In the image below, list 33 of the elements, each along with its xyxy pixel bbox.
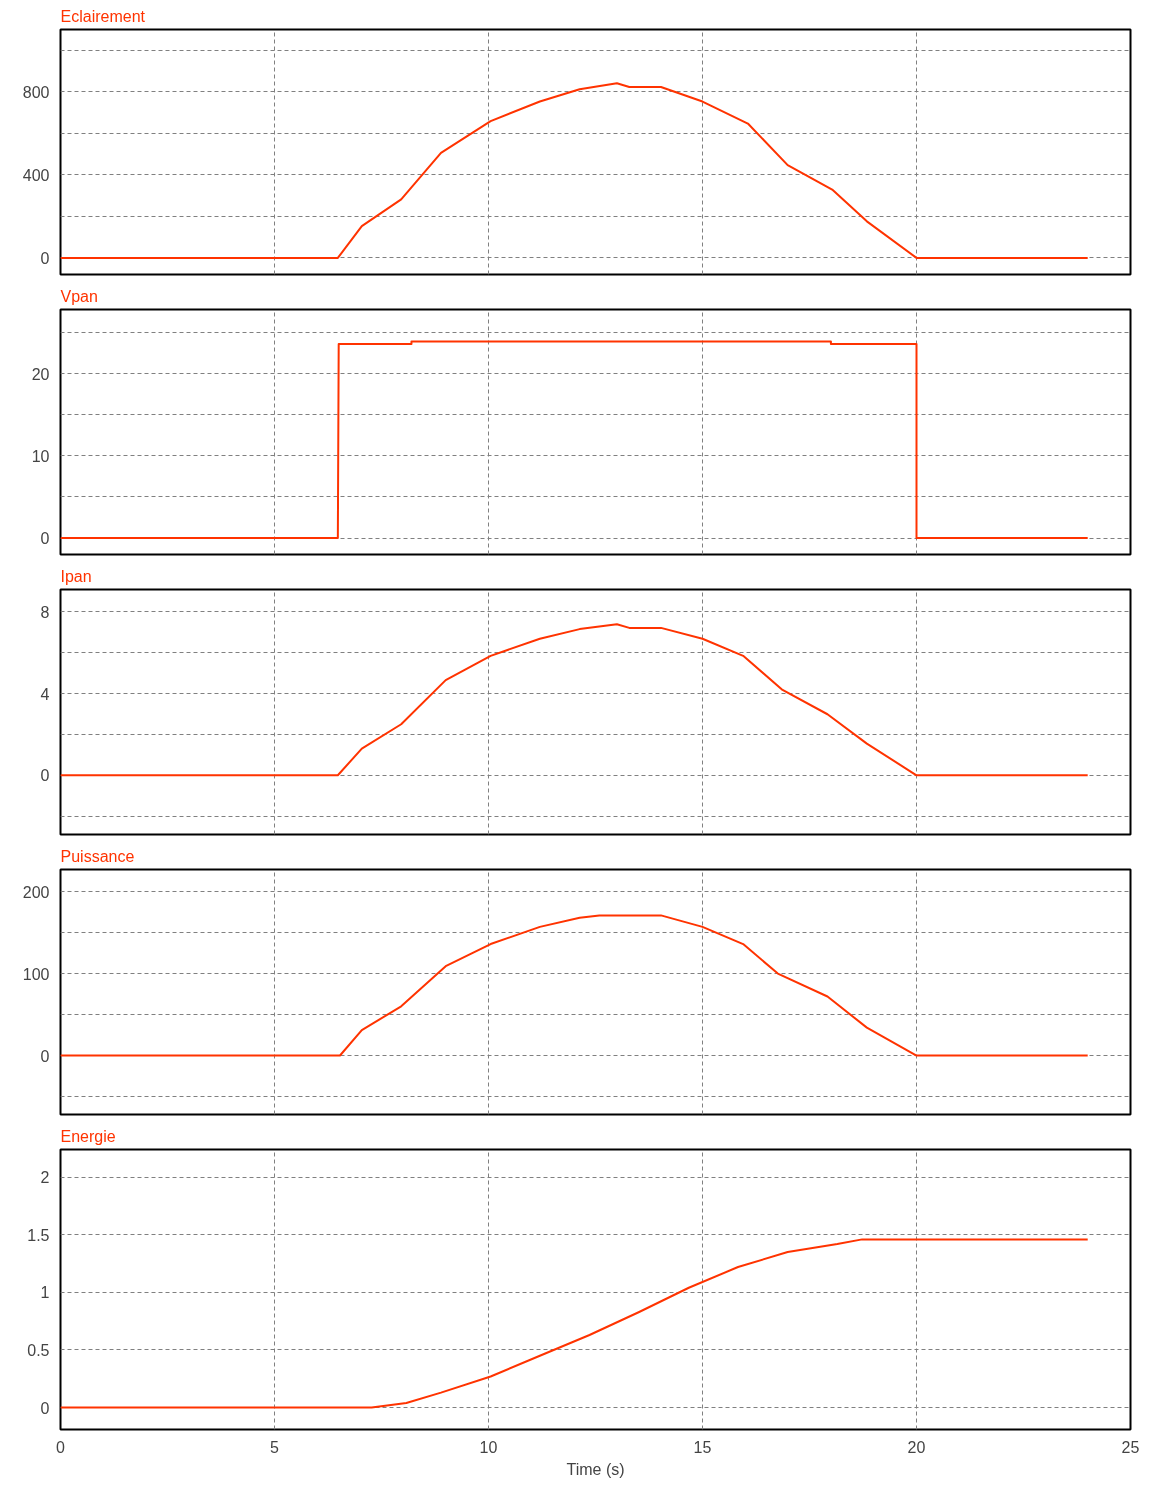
y-tick-label: 800 — [22, 83, 50, 101]
y-tick-label: 0 — [40, 767, 50, 785]
chart-title: Vpan — [60, 287, 98, 305]
chart-title: Puissance — [60, 847, 135, 865]
x-tick-label: 5 — [270, 1438, 280, 1456]
y-tick-label: 0 — [40, 1047, 50, 1065]
y-tick-label: 20 — [31, 365, 50, 383]
line-series — [60, 914, 1089, 1057]
y-tick-label: 0.5 — [27, 1341, 50, 1359]
y-tick-label: 1.5 — [27, 1226, 50, 1244]
y-tick-label: 1 — [40, 1284, 50, 1302]
y-tick-label: 0 — [40, 530, 50, 548]
line-series — [60, 82, 1089, 259]
x-tick-label: 25 — [1121, 1438, 1140, 1456]
line-series — [60, 623, 1089, 777]
x-tick-label: 15 — [693, 1438, 712, 1456]
x-tick-label: 20 — [907, 1438, 926, 1456]
y-tick-label: 0 — [40, 249, 50, 267]
y-tick-label: 0 — [40, 1399, 50, 1417]
y-tick-label: 100 — [22, 965, 50, 983]
y-tick-label: 200 — [22, 883, 50, 901]
line-series — [60, 1238, 1089, 1409]
chart-title: Ipan — [60, 567, 92, 585]
chart-title: Energie — [60, 1127, 116, 1145]
y-tick-label: 400 — [22, 166, 50, 184]
y-tick-label: 2 — [40, 1169, 50, 1187]
y-tick-label: 8 — [40, 603, 50, 621]
y-tick-label: 10 — [31, 447, 50, 465]
x-axis-title: Time (s) — [566, 1460, 625, 1478]
x-tick-label: 10 — [479, 1438, 498, 1456]
chart-title: Eclairement — [60, 7, 146, 25]
x-tick-label: 0 — [56, 1438, 66, 1456]
y-tick-label: 4 — [40, 685, 50, 703]
